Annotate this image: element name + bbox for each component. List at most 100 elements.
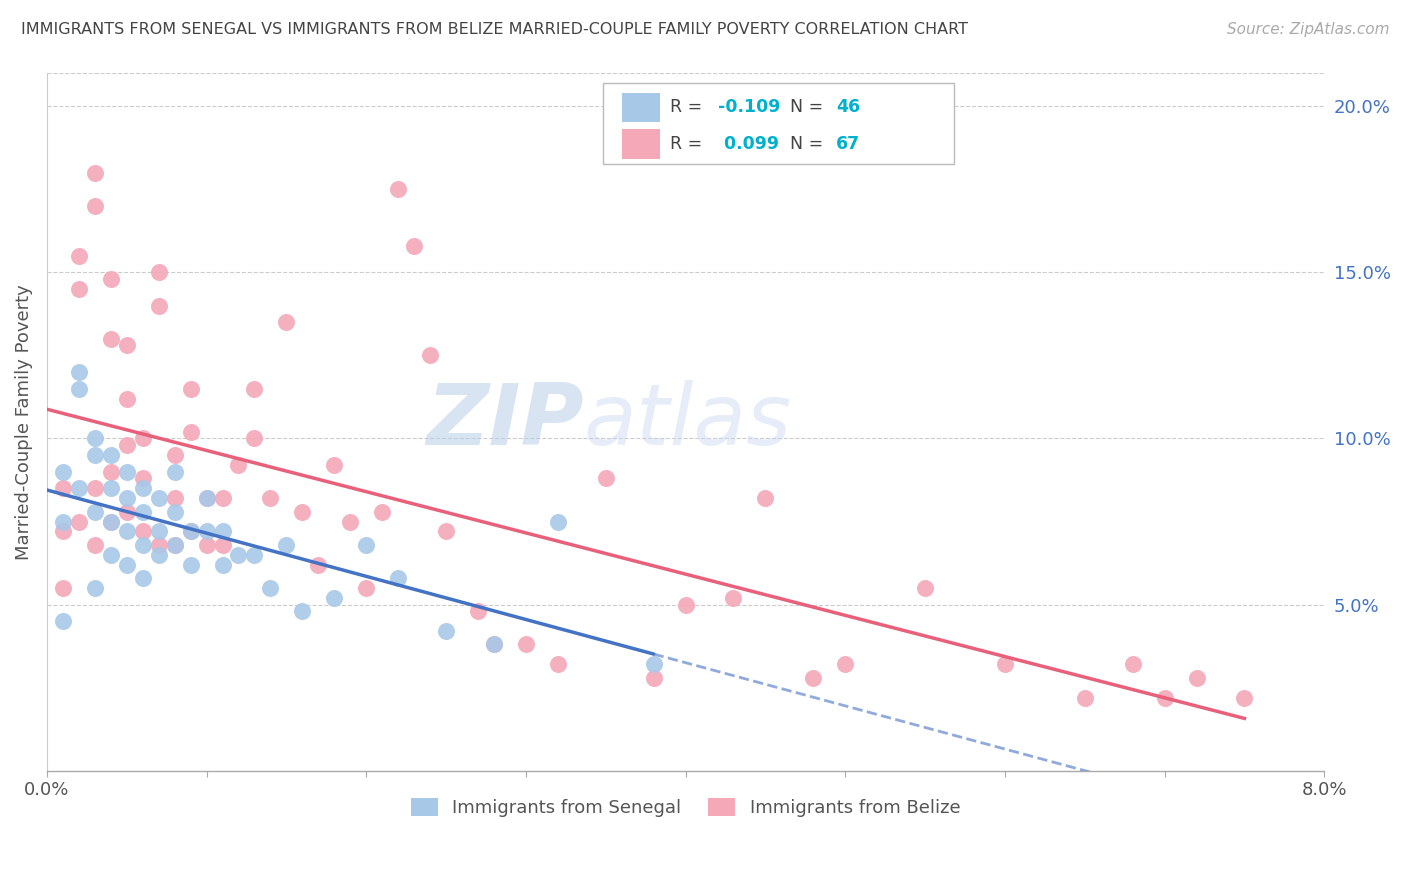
Point — [595, 471, 617, 485]
Point — [323, 591, 346, 605]
Point — [100, 515, 122, 529]
Point — [115, 438, 138, 452]
Point — [195, 538, 218, 552]
Point — [100, 272, 122, 286]
Text: Source: ZipAtlas.com: Source: ZipAtlas.com — [1226, 22, 1389, 37]
Point — [163, 448, 186, 462]
Point — [434, 524, 457, 539]
Point — [148, 265, 170, 279]
Point — [291, 604, 314, 618]
Point — [83, 481, 105, 495]
Point — [180, 425, 202, 439]
Point — [276, 538, 298, 552]
Point — [131, 538, 153, 552]
Point — [67, 481, 90, 495]
Text: R =: R = — [671, 135, 709, 153]
Point — [723, 591, 745, 605]
Point — [52, 524, 75, 539]
Point — [482, 637, 505, 651]
FancyBboxPatch shape — [603, 84, 953, 164]
Point — [163, 538, 186, 552]
Point — [482, 637, 505, 651]
Point — [148, 299, 170, 313]
Point — [115, 465, 138, 479]
Point — [67, 249, 90, 263]
Point — [67, 282, 90, 296]
Point — [115, 491, 138, 506]
Y-axis label: Married-Couple Family Poverty: Married-Couple Family Poverty — [15, 284, 32, 559]
Point — [52, 581, 75, 595]
Point — [259, 581, 281, 595]
Point — [211, 524, 233, 539]
Point — [467, 604, 489, 618]
Text: N =: N = — [790, 135, 830, 153]
Point — [100, 448, 122, 462]
Text: -0.109: -0.109 — [717, 98, 780, 117]
Point — [643, 657, 665, 672]
Point — [211, 491, 233, 506]
Point — [547, 515, 569, 529]
Point — [243, 432, 266, 446]
Point — [307, 558, 329, 572]
Point — [100, 332, 122, 346]
Point — [180, 524, 202, 539]
Point — [1122, 657, 1144, 672]
Text: IMMIGRANTS FROM SENEGAL VS IMMIGRANTS FROM BELIZE MARRIED-COUPLE FAMILY POVERTY : IMMIGRANTS FROM SENEGAL VS IMMIGRANTS FR… — [21, 22, 969, 37]
Point — [994, 657, 1017, 672]
Point — [243, 382, 266, 396]
Point — [115, 504, 138, 518]
Point — [163, 504, 186, 518]
Text: R =: R = — [671, 98, 709, 117]
Point — [100, 465, 122, 479]
Point — [115, 338, 138, 352]
Point — [211, 538, 233, 552]
Point — [1185, 671, 1208, 685]
Text: atlas: atlas — [583, 380, 792, 463]
Point — [1074, 690, 1097, 705]
Point — [387, 182, 409, 196]
Point — [228, 458, 250, 472]
Point — [131, 571, 153, 585]
Point — [131, 471, 153, 485]
Point — [339, 515, 361, 529]
Text: ZIP: ZIP — [426, 380, 583, 463]
Point — [52, 481, 75, 495]
Point — [276, 315, 298, 329]
Point — [643, 671, 665, 685]
Point — [291, 504, 314, 518]
Point — [83, 538, 105, 552]
Point — [243, 548, 266, 562]
Point — [67, 515, 90, 529]
Point — [52, 614, 75, 628]
Point — [354, 538, 377, 552]
Point — [404, 239, 426, 253]
Point — [914, 581, 936, 595]
Point — [354, 581, 377, 595]
Point — [67, 382, 90, 396]
Point — [148, 548, 170, 562]
Point — [148, 491, 170, 506]
Point — [211, 558, 233, 572]
Point — [163, 491, 186, 506]
Point — [434, 624, 457, 639]
Point — [131, 481, 153, 495]
Point — [195, 491, 218, 506]
Point — [83, 448, 105, 462]
Point — [131, 432, 153, 446]
Text: 67: 67 — [837, 135, 860, 153]
Point — [131, 504, 153, 518]
Point — [547, 657, 569, 672]
Point — [515, 637, 537, 651]
Text: 0.099: 0.099 — [717, 135, 779, 153]
Point — [100, 548, 122, 562]
Point — [115, 392, 138, 406]
Point — [371, 504, 394, 518]
Point — [148, 538, 170, 552]
FancyBboxPatch shape — [621, 129, 659, 159]
Point — [52, 465, 75, 479]
Point — [163, 465, 186, 479]
Point — [195, 524, 218, 539]
Point — [83, 432, 105, 446]
Point — [180, 524, 202, 539]
Point — [1153, 690, 1175, 705]
